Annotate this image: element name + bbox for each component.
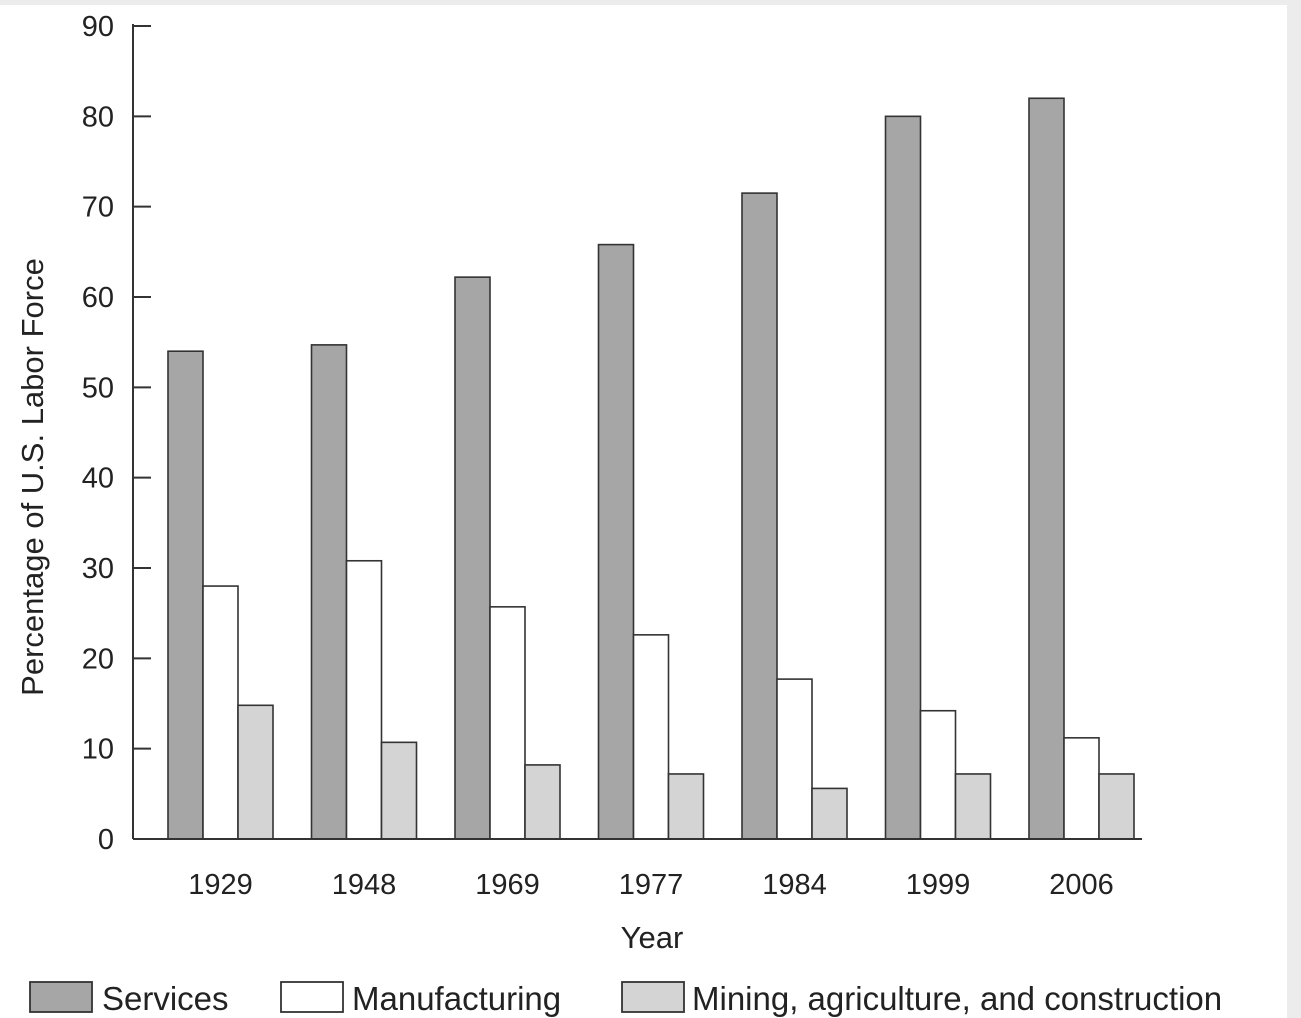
x-ticks-group: 1929 1948 1969 1977 1984 1999 2006 (188, 869, 1114, 901)
x-tick-label-1999: 1999 (906, 869, 971, 901)
x-tick-label-1969: 1969 (475, 869, 540, 901)
legend-label-manufacturing: Manufacturing (352, 980, 561, 1017)
bar-services-1999 (884, 115, 922, 840)
bar-mining-agriculture-and-construction-2006 (1098, 773, 1135, 840)
bar-services-1948 (310, 344, 348, 840)
bar-manufacturing-1948 (345, 559, 383, 840)
axes-group (132, 24, 1142, 840)
x-tick-label-1929: 1929 (188, 869, 253, 901)
y-tick-label-70: 70 (82, 192, 114, 224)
x-tick-label-2006: 2006 (1049, 869, 1114, 901)
bar-manufacturing-1977 (632, 634, 670, 840)
page-edge-right (1287, 0, 1301, 1018)
legend-swatch-mining-agriculture-and-construction (621, 981, 685, 1013)
bar-services-1977 (597, 243, 635, 840)
bars-group (167, 97, 1135, 840)
y-tick-label-10: 10 (82, 734, 114, 766)
y-tick-label-60: 60 (82, 282, 114, 314)
bar-manufacturing-1929 (202, 585, 239, 840)
bar-manufacturing-1969 (489, 606, 526, 840)
bar-mining-agriculture-and-construction-1977 (667, 773, 705, 840)
x-tick-label-1984: 1984 (762, 869, 827, 901)
x-axis-title: Year (621, 920, 684, 955)
y-tick-label-20: 20 (82, 643, 114, 675)
bar-mining-agriculture-and-construction-1948 (380, 741, 418, 840)
legend: Services Manufacturing Mining, agriculture… (29, 980, 1222, 1017)
legend-label-mining-agriculture-and-construction: Mining, agriculture, and construction (692, 980, 1222, 1017)
legend-label-services: Services (102, 980, 229, 1017)
bar-services-2006 (1028, 97, 1065, 840)
bar-mining-agriculture-and-construction-1969 (524, 764, 561, 840)
bar-mining-agriculture-and-construction-1999 (954, 773, 992, 840)
y-tick-label-80: 80 (82, 101, 114, 133)
y-tick-label-50: 50 (82, 372, 114, 404)
y-tick-label-30: 30 (82, 553, 114, 585)
page-edge-top (0, 0, 1301, 5)
bar-services-1969 (454, 276, 491, 840)
y-tick-label-0: 0 (98, 824, 114, 856)
bar-services-1984 (741, 192, 778, 840)
bar-services-1929 (167, 350, 204, 840)
legend-swatch-services (29, 981, 93, 1013)
bar-manufacturing-2006 (1063, 737, 1100, 840)
legend-swatch-manufacturing (280, 981, 344, 1013)
x-tick-label-1977: 1977 (619, 869, 684, 901)
y-tick-label-90: 90 (82, 11, 114, 43)
bar-mining-agriculture-and-construction-1929 (237, 704, 274, 840)
bar-mining-agriculture-and-construction-1984 (811, 787, 848, 840)
y-axis-title: Percentage of U.S. Labor Force (15, 258, 50, 696)
bar-manufacturing-1999 (919, 709, 957, 840)
bar-manufacturing-1984 (776, 678, 813, 840)
x-tick-label-1948: 1948 (332, 869, 397, 901)
y-tick-label-40: 40 (82, 463, 114, 495)
y-ticks-group: 0 10 20 30 40 50 60 70 80 90 (82, 11, 151, 856)
